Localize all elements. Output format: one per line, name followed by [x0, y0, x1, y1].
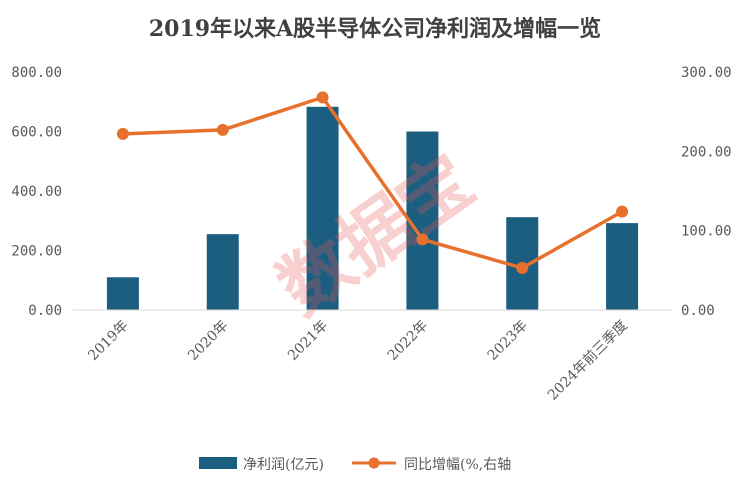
x-tick-label: 2023年: [485, 318, 531, 364]
right-tick-label: 100.00: [681, 224, 732, 240]
legend-bar-swatch: [199, 457, 237, 469]
left-tick-label: 200.00: [11, 244, 62, 260]
right-tick-label: 200.00: [681, 144, 732, 160]
x-tick-label: 2024年前三季度: [544, 317, 631, 404]
left-axis-ticks: 800.00 600.00 400.00 200.00 0.00: [11, 65, 62, 319]
left-tick-label: 400.00: [11, 184, 62, 200]
bar: [606, 223, 639, 310]
watermark: 数据宝: [263, 138, 488, 331]
left-tick-label: 0.00: [28, 303, 62, 319]
x-tick-label: 2022年: [385, 318, 431, 364]
series-line: [122, 95, 623, 270]
right-axis-ticks: 300.00 200.00 100.00 0.00: [681, 65, 732, 319]
legend-line-label: 同比增幅(%,右轴: [404, 457, 511, 473]
bar: [206, 234, 239, 310]
x-tick-label: 2019年: [85, 318, 131, 364]
line-point: [116, 127, 129, 140]
left-tick-label: 600.00: [11, 125, 62, 141]
chart-title: 2019年以来A股半导体公司净利润及增幅一览: [149, 16, 601, 42]
line-point: [216, 123, 229, 136]
legend-line-marker: [368, 457, 380, 469]
line-point: [416, 233, 429, 246]
line-point: [516, 261, 529, 274]
line-point: [316, 91, 329, 104]
bar: [406, 131, 439, 310]
legend: 净利润(亿元) 同比增幅(%,右轴: [199, 457, 511, 473]
bar: [306, 106, 339, 311]
right-tick-label: 300.00: [681, 65, 732, 81]
line-series: [116, 91, 629, 274]
legend-bar-label: 净利润(亿元): [243, 457, 324, 473]
line-point: [616, 205, 629, 218]
x-tick-label: 2020年: [185, 318, 231, 364]
x-axis-ticks: 2019年 2020年 2021年 2022年 2023年 2024年前三季度: [85, 317, 631, 404]
left-tick-label: 800.00: [11, 65, 62, 81]
right-tick-label: 0.00: [681, 303, 715, 319]
bar: [106, 277, 139, 310]
